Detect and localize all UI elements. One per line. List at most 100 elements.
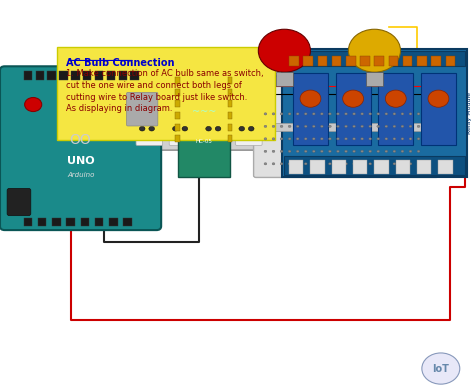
- FancyBboxPatch shape: [318, 56, 327, 66]
- Circle shape: [393, 113, 396, 115]
- FancyBboxPatch shape: [346, 56, 356, 66]
- FancyBboxPatch shape: [71, 71, 80, 80]
- FancyBboxPatch shape: [284, 51, 465, 66]
- FancyBboxPatch shape: [175, 124, 180, 131]
- FancyBboxPatch shape: [431, 56, 441, 66]
- FancyBboxPatch shape: [403, 56, 412, 66]
- Circle shape: [272, 138, 275, 140]
- Text: OO: OO: [70, 133, 91, 147]
- Circle shape: [337, 150, 339, 152]
- Circle shape: [428, 90, 449, 107]
- Circle shape: [345, 125, 347, 128]
- Circle shape: [264, 150, 267, 152]
- Circle shape: [320, 150, 323, 152]
- Circle shape: [417, 113, 420, 115]
- Circle shape: [312, 150, 315, 152]
- Circle shape: [417, 125, 420, 128]
- Circle shape: [288, 163, 291, 165]
- FancyBboxPatch shape: [276, 72, 293, 86]
- FancyBboxPatch shape: [236, 104, 262, 145]
- FancyBboxPatch shape: [107, 71, 115, 80]
- Circle shape: [312, 113, 315, 115]
- FancyBboxPatch shape: [66, 218, 75, 226]
- FancyBboxPatch shape: [175, 89, 180, 96]
- FancyBboxPatch shape: [284, 156, 465, 176]
- Circle shape: [296, 150, 299, 152]
- FancyBboxPatch shape: [265, 123, 427, 131]
- Circle shape: [272, 163, 275, 165]
- FancyBboxPatch shape: [254, 76, 438, 177]
- Circle shape: [422, 353, 460, 384]
- Circle shape: [248, 126, 254, 131]
- Circle shape: [296, 138, 299, 140]
- Circle shape: [239, 126, 245, 131]
- Circle shape: [288, 125, 291, 128]
- Circle shape: [377, 163, 380, 165]
- Circle shape: [345, 163, 347, 165]
- FancyBboxPatch shape: [38, 218, 46, 226]
- FancyBboxPatch shape: [24, 71, 32, 80]
- Text: Arduino: Arduino: [67, 172, 94, 178]
- Circle shape: [149, 126, 155, 131]
- Circle shape: [139, 126, 145, 131]
- Circle shape: [280, 113, 283, 115]
- Circle shape: [377, 125, 380, 128]
- Circle shape: [401, 125, 404, 128]
- Text: AC Bulb Connection: AC Bulb Connection: [66, 58, 175, 69]
- Text: UNO: UNO: [67, 156, 94, 166]
- FancyBboxPatch shape: [421, 73, 456, 145]
- Circle shape: [206, 126, 211, 131]
- Circle shape: [296, 113, 299, 115]
- FancyBboxPatch shape: [175, 77, 180, 84]
- FancyBboxPatch shape: [127, 92, 158, 126]
- FancyBboxPatch shape: [178, 76, 230, 177]
- FancyBboxPatch shape: [202, 104, 229, 145]
- Circle shape: [25, 98, 42, 112]
- Circle shape: [264, 138, 267, 140]
- Circle shape: [272, 150, 275, 152]
- Circle shape: [409, 138, 412, 140]
- Circle shape: [369, 150, 372, 152]
- Circle shape: [272, 113, 275, 115]
- Circle shape: [385, 113, 388, 115]
- Circle shape: [280, 125, 283, 128]
- Circle shape: [288, 113, 291, 115]
- FancyBboxPatch shape: [59, 71, 68, 80]
- FancyBboxPatch shape: [228, 89, 232, 96]
- FancyBboxPatch shape: [374, 160, 389, 174]
- Circle shape: [409, 113, 412, 115]
- Circle shape: [320, 163, 323, 165]
- Circle shape: [348, 29, 401, 72]
- FancyBboxPatch shape: [353, 160, 367, 174]
- Circle shape: [328, 113, 331, 115]
- Circle shape: [304, 163, 307, 165]
- FancyBboxPatch shape: [0, 66, 161, 230]
- FancyBboxPatch shape: [303, 56, 313, 66]
- Circle shape: [304, 150, 307, 152]
- Circle shape: [401, 150, 404, 152]
- Circle shape: [258, 29, 310, 72]
- Circle shape: [337, 113, 339, 115]
- FancyBboxPatch shape: [95, 218, 103, 226]
- Circle shape: [288, 138, 291, 140]
- Circle shape: [401, 163, 404, 165]
- Circle shape: [417, 163, 420, 165]
- Circle shape: [280, 138, 283, 140]
- Circle shape: [393, 138, 396, 140]
- Circle shape: [353, 113, 356, 115]
- Circle shape: [304, 113, 307, 115]
- Circle shape: [377, 150, 380, 152]
- Circle shape: [264, 125, 267, 128]
- FancyBboxPatch shape: [282, 49, 467, 177]
- Text: ~~~: ~~~: [191, 107, 216, 117]
- FancyBboxPatch shape: [123, 218, 132, 226]
- Circle shape: [409, 150, 412, 152]
- FancyBboxPatch shape: [396, 160, 410, 174]
- FancyBboxPatch shape: [136, 104, 163, 145]
- FancyBboxPatch shape: [228, 135, 232, 142]
- Circle shape: [353, 163, 356, 165]
- Circle shape: [385, 90, 406, 107]
- Circle shape: [377, 138, 380, 140]
- FancyBboxPatch shape: [228, 124, 232, 131]
- Circle shape: [320, 125, 323, 128]
